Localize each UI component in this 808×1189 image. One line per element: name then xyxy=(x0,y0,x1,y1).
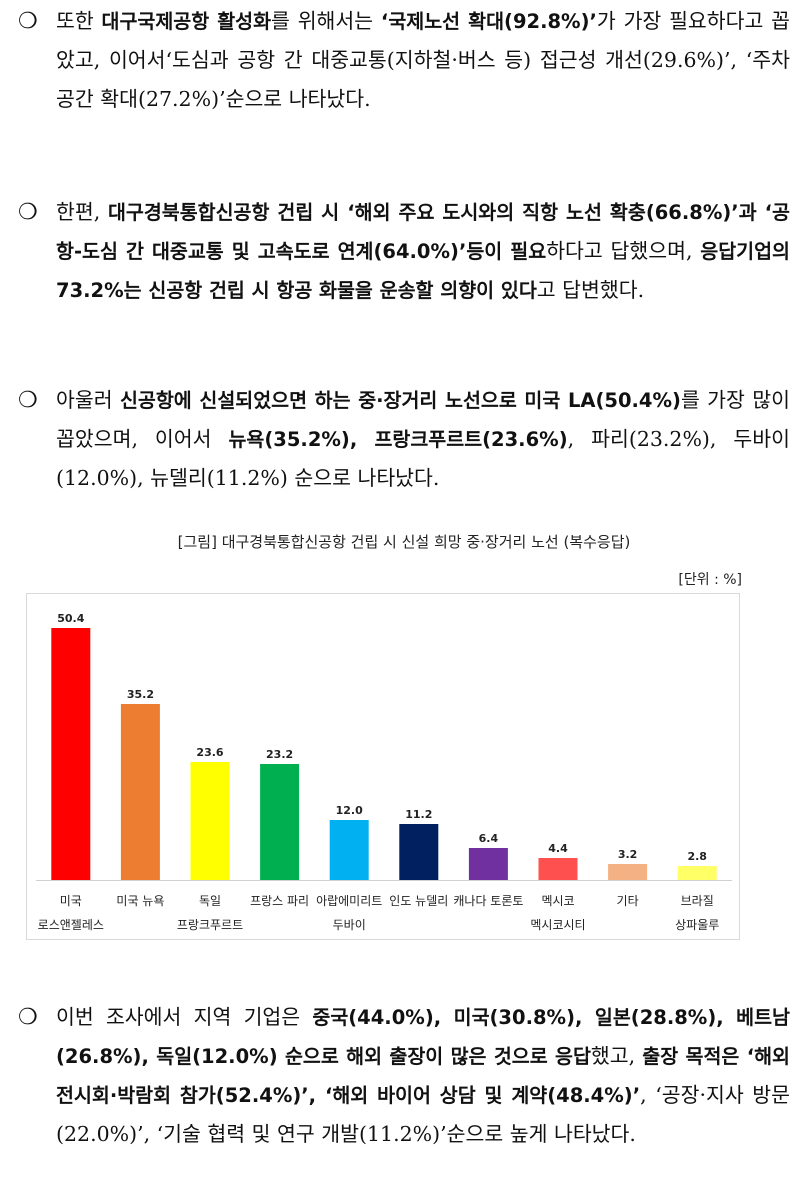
bold-text-run: 응답기업의 73.2%는 신공항 건립 시 항공 화물을 운송할 의향이 있다 xyxy=(56,240,790,302)
x-tick-label: 미국 뉴욕 xyxy=(116,894,164,908)
x-tick-label: 캐나다 토론토 xyxy=(453,894,523,908)
x-tick-label: 프랑스 파리 xyxy=(250,894,309,908)
bar-2 xyxy=(120,704,160,880)
bar-7 xyxy=(468,848,508,880)
data-label: 23.2 xyxy=(266,748,293,761)
x-tick-label: 프랑크푸르트 xyxy=(177,918,243,932)
x-tick-label: 미국 xyxy=(60,894,82,908)
text-run: 아울러 xyxy=(56,388,120,412)
figure-unit: [단위 : %] xyxy=(678,572,742,588)
x-tick-label: 독일 xyxy=(199,894,221,908)
bold-text-run: 뉴욕(35.2%), 프랑크푸르트(23.6%) xyxy=(228,428,568,451)
bar-6 xyxy=(399,824,439,880)
x-tick-label: 브라질 xyxy=(681,894,714,908)
bar-10 xyxy=(677,866,717,880)
bold-text-run: 신공항에 신설되었으면 하는 중·장거리 노선으로 미국 LA(50.4%) xyxy=(119,389,681,412)
x-tick-label: 두바이 xyxy=(333,918,366,932)
text-run: 이번 조사에서 지역 기업은 xyxy=(56,1005,313,1029)
bullet-icon: ❍ xyxy=(18,200,38,225)
x-tick-label: 기타 xyxy=(617,894,639,908)
text-run: , ‘공장·지사 방문(22.0%)’, ‘기술 협력 및 연구 개발(11.2… xyxy=(56,1083,791,1146)
x-tick-label: 상파울루 xyxy=(675,918,719,932)
data-label: 3.2 xyxy=(618,848,638,861)
data-label: 2.8 xyxy=(687,850,707,863)
paragraph-3-text: 아울러 신공항에 신설되었으면 하는 중·장거리 노선으로 미국 LA(50.4… xyxy=(56,381,790,498)
bold-text-run: 출장 목적은 ‘해외 전시회·박람회 참가(52.4%)’, ‘해외 바이어 상… xyxy=(56,1045,790,1107)
bar-4 xyxy=(260,764,300,880)
bullet-icon: ❍ xyxy=(18,1005,38,1030)
text-run: 했고, xyxy=(590,1044,643,1068)
bar-9 xyxy=(608,864,648,880)
text-run: 고 답변했다. xyxy=(536,278,645,302)
bold-text-run: 대구경북통합신공항 건립 시 ‘해외 주요 도시와의 직항 노선 확충(66.8… xyxy=(56,201,790,263)
bullet-icon: ❍ xyxy=(18,9,38,34)
bar-8 xyxy=(538,858,578,880)
text-run: 를 가장 많이 꼽았으며, 이어서 xyxy=(56,388,790,451)
text-run: 하다고 답했으며, xyxy=(546,239,701,263)
x-tick-label: 아랍에미리트 xyxy=(316,894,382,908)
data-label: 23.6 xyxy=(196,746,223,759)
bold-text-run: 중국(44.0%), 미국(30.8%), 일본(28.8%), 베트남(26.… xyxy=(56,1006,790,1068)
text-run: , 파리(23.2%), 두바이(12.0%), 뉴델리(11.2%) 순으로 … xyxy=(56,427,790,490)
text-run: 를 위해서는 xyxy=(271,9,381,33)
text-run: 가 가장 필요하다고 꼽았고, 이어서‘도심과 공항 간 대중교통(지하철·버스… xyxy=(56,9,791,111)
bold-text-run: ‘국제노선 확대(92.8%)’ xyxy=(380,10,597,33)
bold-text-run: 대구국제공항 활성화 xyxy=(101,10,272,33)
bullet-icon: ❍ xyxy=(18,388,38,413)
paragraph-2-text: 한편, 대구경북통합신공항 건립 시 ‘해외 주요 도시와의 직항 노선 확충(… xyxy=(56,193,790,310)
paragraph-3: ❍ 아울러 신공항에 신설되었으면 하는 중·장거리 노선으로 미국 LA(50… xyxy=(18,381,790,498)
x-tick-label: 인도 뉴델리 xyxy=(389,894,448,908)
figure-caption: [그림] 대구경북통합신공항 건립 시 신설 희망 중·장거리 노선 (복수응답… xyxy=(177,533,631,551)
x-tick-label: 로스앤젤레스 xyxy=(38,918,104,932)
paragraph-1: ❍ 또한 대구국제공항 활성화를 위해서는 ‘국제노선 확대(92.8%)’가 … xyxy=(18,2,790,119)
data-label: 35.2 xyxy=(127,688,154,701)
bar-3 xyxy=(190,762,230,880)
paragraph-2: ❍ 한편, 대구경북통합신공항 건립 시 ‘해외 주요 도시와의 직항 노선 확… xyxy=(18,193,790,310)
bar-5 xyxy=(329,820,369,880)
data-label: 6.4 xyxy=(479,832,499,845)
bar-1 xyxy=(51,628,91,880)
data-label: 11.2 xyxy=(405,808,432,821)
data-label: 12.0 xyxy=(336,804,363,817)
text-run: 한편, xyxy=(56,200,108,224)
data-label: 4.4 xyxy=(548,842,568,855)
paragraph-4: ❍ 이번 조사에서 지역 기업은 중국(44.0%), 미국(30.8%), 일… xyxy=(18,998,790,1154)
paragraph-1-text: 또한 대구국제공항 활성화를 위해서는 ‘국제노선 확대(92.8%)’가 가장… xyxy=(56,2,790,119)
x-tick-label: 멕시코시티 xyxy=(530,918,585,932)
data-label: 50.4 xyxy=(57,612,84,625)
paragraph-4-text: 이번 조사에서 지역 기업은 중국(44.0%), 미국(30.8%), 일본(… xyxy=(56,998,790,1154)
x-tick-label: 멕시코 xyxy=(541,894,574,908)
text-run: 또한 xyxy=(56,9,102,33)
